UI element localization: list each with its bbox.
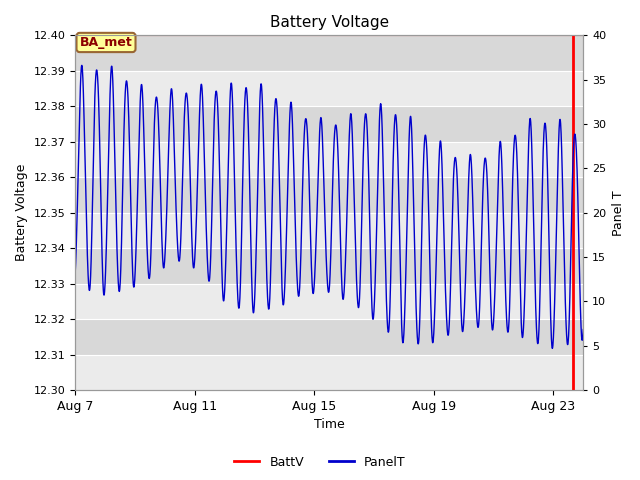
- Bar: [75, 248, 583, 284]
- Y-axis label: Panel T: Panel T: [612, 190, 625, 236]
- Bar: [75, 355, 583, 390]
- Legend: BattV, PanelT: BattV, PanelT: [229, 451, 411, 474]
- Text: BA_met: BA_met: [79, 36, 132, 49]
- X-axis label: Time: Time: [314, 419, 344, 432]
- Bar: [75, 36, 583, 71]
- Bar: [75, 213, 583, 248]
- Bar: [75, 284, 583, 319]
- Bar: [75, 319, 583, 355]
- Bar: [75, 106, 583, 142]
- Bar: [75, 177, 583, 213]
- Bar: [75, 142, 583, 177]
- Bar: [75, 71, 583, 106]
- Y-axis label: Battery Voltage: Battery Voltage: [15, 164, 28, 262]
- Title: Battery Voltage: Battery Voltage: [269, 15, 388, 30]
